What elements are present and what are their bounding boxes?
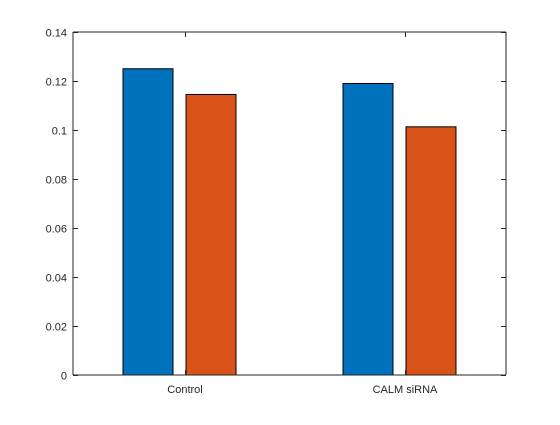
- y-tick-label: 0.14: [46, 28, 67, 40]
- bar-1-1: [342, 82, 394, 376]
- axes-layer: [72, 31, 507, 376]
- y-tick-label: 0: [61, 371, 67, 383]
- y-tick-label: 0.04: [46, 273, 67, 285]
- y-tick-label: 0.12: [46, 77, 67, 89]
- y-tick-label: 0.1: [52, 126, 67, 138]
- y-tick-label: 0.06: [46, 224, 67, 236]
- bars-layer: [122, 68, 457, 376]
- y-tick-label: 0.08: [46, 175, 67, 187]
- labels-layer: 0 0.02 0.04 0.06 0.08 0.1 0.12 0.14 Control CALM …: [46, 28, 438, 397]
- x-tick-label: Control: [167, 384, 202, 396]
- x-tick-label: CALM siRNA: [373, 384, 438, 396]
- bar-2-0: [185, 93, 237, 376]
- bar-1-0: [122, 68, 174, 376]
- y-tick-label: 0.02: [46, 322, 67, 334]
- bar-2-1: [405, 126, 457, 376]
